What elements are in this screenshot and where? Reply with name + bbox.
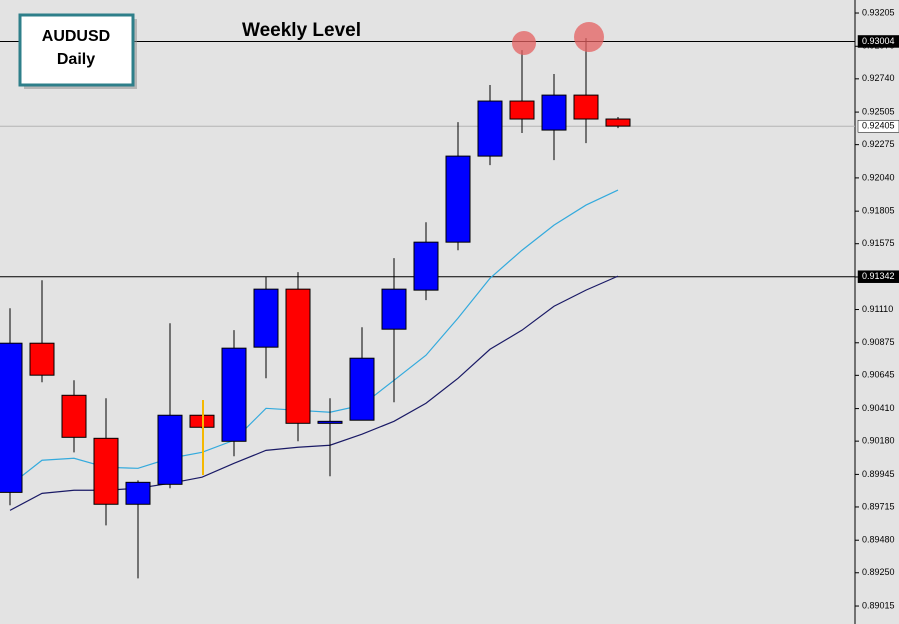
y-tick-label: 0.90875: [862, 337, 895, 347]
y-tick-label: 0.92505: [862, 106, 895, 116]
highlight-circle: [512, 31, 536, 55]
title-box: [18, 13, 135, 87]
candle-body: [413, 241, 439, 291]
highlight-circle: [574, 22, 604, 52]
y-tick-label: 0.93205: [862, 7, 895, 17]
y-tick-label: 0.89480: [862, 535, 895, 545]
level-label-box: [857, 119, 899, 133]
candle-body: [605, 118, 631, 127]
candle-body: [317, 420, 343, 424]
level-label-box: [857, 270, 899, 283]
level-label: 0.92405: [862, 121, 895, 131]
candle-body: [0, 342, 23, 493]
y-tick-label: 0.90645: [862, 370, 895, 380]
y-tick-label: 0.89250: [862, 567, 895, 577]
candle-body: [285, 288, 311, 424]
chart-subtitle: Daily: [57, 51, 95, 68]
y-tick-label: 0.91575: [862, 238, 895, 248]
y-tick-label: 0.90180: [862, 436, 895, 446]
candle-body: [29, 342, 55, 376]
y-tick-label: 0.92275: [862, 139, 895, 149]
y-tick-label: 0.89715: [862, 501, 895, 511]
annotation: Weekly Level: [242, 20, 361, 41]
level-label-box: [857, 35, 899, 48]
candle-body: [477, 100, 503, 157]
candle-body: [157, 414, 183, 485]
candle-body: [445, 155, 471, 243]
candle-body: [541, 94, 567, 131]
y-tick-label: 0.90410: [862, 403, 895, 413]
level-label: 0.91342: [862, 271, 895, 281]
candle-body: [61, 394, 87, 438]
candle-body: [573, 94, 599, 120]
y-tick-label: 0.89015: [862, 600, 895, 610]
y-tick-label: 0.92040: [862, 172, 895, 182]
chart-title: AUDUSD: [42, 28, 110, 45]
y-tick-label: 0.92740: [862, 73, 895, 83]
y-tick-label: 0.91805: [862, 206, 895, 216]
candle-body: [125, 481, 151, 505]
candle-body: [349, 357, 375, 421]
y-tick-label: 0.89945: [862, 469, 895, 479]
candle-body: [221, 347, 247, 442]
candle-body: [93, 437, 119, 505]
candle-body: [509, 100, 535, 120]
y-tick-label: 0.91110: [862, 304, 893, 314]
level-label: 0.93004: [862, 36, 895, 46]
candle-body: [253, 288, 279, 348]
candle-body: [381, 288, 407, 330]
